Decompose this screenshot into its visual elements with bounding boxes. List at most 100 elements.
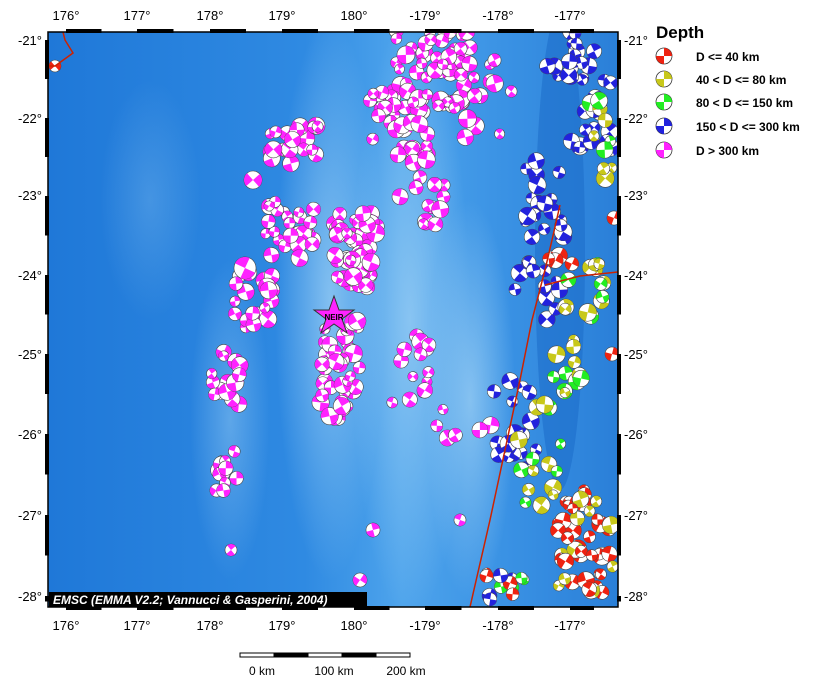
frame-tick — [210, 29, 246, 33]
star-icon[interactable] — [312, 294, 356, 335]
lon-label-m178-bottom: -178° — [482, 618, 513, 633]
beachball-icon — [655, 93, 673, 111]
beachball-icon — [229, 471, 244, 486]
frame-tick — [617, 515, 621, 556]
frame-tick — [45, 40, 49, 79]
beachball-icon — [522, 483, 536, 497]
beachball-icon — [407, 96, 420, 109]
beachball-icon — [487, 53, 502, 68]
legend-item-shallow: D <= 40 km — [655, 47, 759, 65]
beachball-icon — [579, 123, 592, 136]
lat-label-23-left: -23° — [18, 188, 42, 203]
beachball-icon — [550, 465, 563, 478]
beachball-icon — [436, 189, 451, 204]
beachball-icon — [408, 64, 425, 81]
beachball-icon — [218, 350, 230, 362]
frame-tick — [45, 118, 49, 157]
scale-segment-3 — [307, 652, 343, 658]
beachball-icon — [394, 63, 405, 75]
frame-tick — [354, 606, 390, 610]
beachball-icon — [458, 32, 476, 41]
lon-labels-bottom: 176° 177° 178° 179° 180° -179° -178° -17… — [53, 618, 586, 633]
beachball-icon — [486, 384, 502, 399]
beachball-icon — [530, 443, 543, 456]
beachball-icon — [561, 53, 578, 70]
frame-tick — [282, 606, 318, 610]
scale-bar: 0 km 100 km 200 km — [239, 652, 426, 678]
legend-item-deep-1: 150 < D <= 300 km — [655, 117, 800, 135]
beachball-icon — [555, 438, 567, 450]
beachball-icon — [352, 361, 366, 375]
beachball-icon — [550, 522, 567, 539]
lat-label-26-right: -26° — [624, 427, 648, 442]
scale-segment-5 — [375, 652, 411, 658]
lon-labels-top: 176° 177° 178° 179° 180° -179° -178° -17… — [53, 8, 586, 23]
beachball-icon — [532, 496, 551, 515]
beachball-icon — [461, 55, 478, 72]
beachball-icon — [505, 587, 520, 601]
beachball-icon — [593, 258, 606, 270]
beachball-icon — [290, 249, 309, 267]
frame-tick — [45, 434, 49, 475]
beachball-icon — [567, 355, 581, 369]
lon-label-179: 179° — [269, 8, 296, 23]
frame-tick — [354, 29, 390, 33]
beachball-icon — [606, 560, 618, 573]
lon-label-178: 178° — [197, 8, 224, 23]
beachball-icon — [525, 263, 541, 279]
beachball-icon — [564, 256, 580, 271]
beachball-icon — [413, 347, 428, 362]
beachball-icon — [552, 165, 566, 179]
lon-label-m177: -177° — [554, 8, 585, 23]
beachball-icon — [315, 388, 329, 403]
beachball-icon — [574, 56, 588, 70]
lon-label-178-bottom: 178° — [197, 618, 224, 633]
legend-label-intermediate-1: 40 < D <= 80 km — [696, 73, 786, 87]
beachball-icon — [366, 132, 379, 146]
beachball-icon — [344, 370, 356, 382]
lon-label-180: 180° — [341, 8, 368, 23]
beachball-icon — [233, 256, 257, 280]
beachball-icon — [601, 545, 618, 562]
frame-tick — [617, 434, 621, 475]
beachball-icon — [554, 218, 568, 232]
beachball-icon — [585, 549, 598, 562]
beachball-icon — [424, 33, 437, 46]
beachball-icon — [547, 345, 566, 364]
beachball-icon — [485, 74, 504, 93]
lon-label-176: 176° — [53, 8, 80, 23]
lon-label-176-bottom: 176° — [53, 618, 80, 633]
beachball-icon — [367, 87, 379, 100]
beachball-icon — [401, 391, 418, 408]
beachball-icon — [547, 370, 560, 384]
beachball-icon — [527, 464, 540, 477]
beachball-icon — [365, 522, 381, 538]
lat-label-27-left: -27° — [18, 508, 42, 523]
beachball-icon — [228, 306, 242, 321]
beachball-icon — [572, 369, 590, 388]
event-marker[interactable]: NEIR — [312, 294, 356, 335]
beachball-icon — [583, 530, 596, 543]
beachball-icon — [527, 152, 545, 170]
beachball-icon — [574, 545, 588, 558]
frame-tick — [425, 29, 462, 33]
frame-tick — [617, 118, 621, 157]
beachball-icon — [421, 198, 435, 213]
frame-tick — [570, 29, 594, 33]
beachball-icon — [573, 140, 586, 154]
beachball-icon — [508, 283, 522, 296]
beachball-icon — [479, 569, 494, 583]
beachball-icon — [232, 367, 247, 382]
beachball-icon — [264, 140, 283, 159]
beachball-icon — [542, 252, 555, 265]
beachball-icon — [332, 397, 351, 416]
beachball-icon — [528, 175, 547, 195]
beachball-icon — [391, 188, 409, 206]
beachball-icon — [245, 305, 260, 321]
beachball-icon — [304, 236, 320, 252]
beachball-icon — [430, 419, 444, 433]
beachball-icon — [655, 70, 673, 88]
scale-segment-2 — [273, 652, 309, 658]
beachball-icon — [601, 515, 618, 534]
beachball-icon — [513, 461, 530, 479]
